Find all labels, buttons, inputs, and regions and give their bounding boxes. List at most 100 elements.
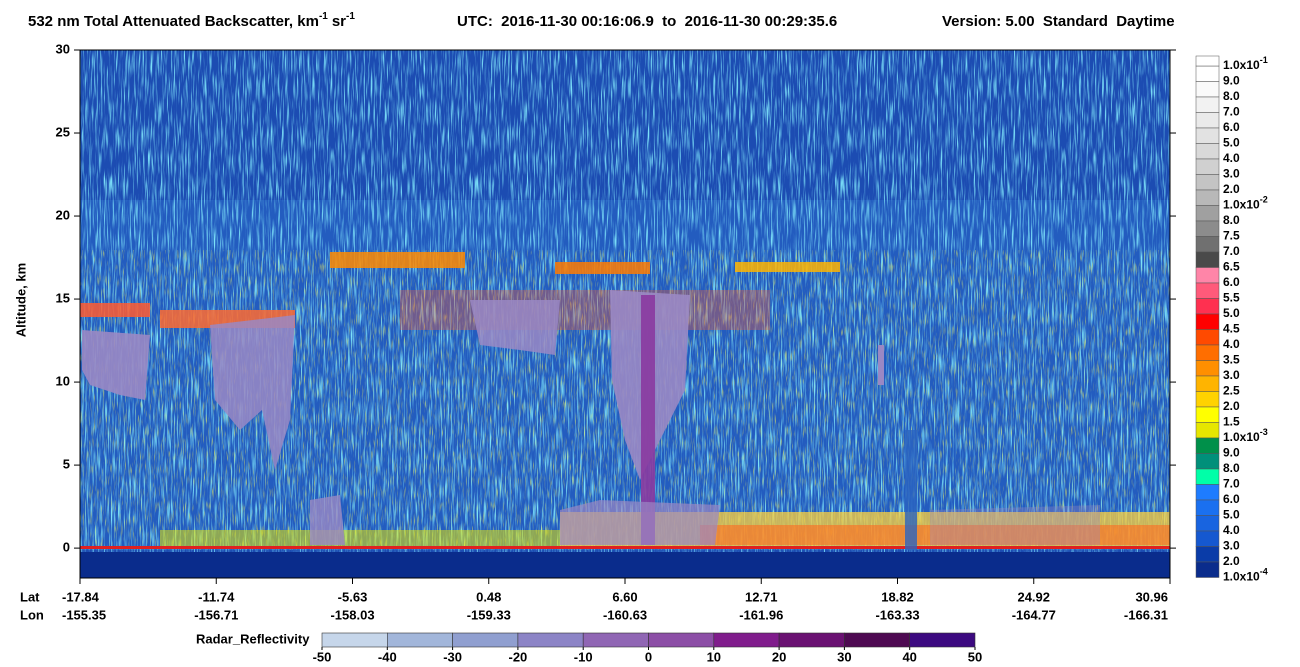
lat-tick-label: 24.92 [1017,589,1050,604]
lat-tick-label: 6.60 [612,589,637,604]
colorbar-swatch [1195,174,1220,191]
radar-swatch [321,632,388,648]
radar-tick-label: -50 [313,649,332,664]
colorbar-label: 4.0 [1223,337,1240,351]
lat-tick-label: 0.48 [476,589,501,604]
colorbar-label: 8.0 [1223,461,1240,475]
radar-swatch [452,632,519,648]
colorbar-label: 4.0 [1223,523,1240,537]
colorbar-swatch [1195,236,1220,253]
radar-swatch [582,632,649,648]
y-axis-label: Altitude, km [13,263,28,337]
colorbar-label-exponent: -3 [1260,427,1268,437]
lon-tick-label: -160.63 [603,607,647,622]
colorbar-swatch [1195,220,1220,237]
radar-tick-label: 30 [837,649,851,664]
colorbar-swatch [1195,360,1220,377]
colorbar-swatch [1195,298,1220,315]
lon-tick-label: -164.77 [1012,607,1056,622]
radar-tick-label: -20 [509,649,528,664]
colorbar-label: 1.0x10-4 [1223,567,1268,584]
colorbar-swatch [1195,437,1220,454]
radar-swatch [778,632,845,648]
y-tick-label: 5 [63,457,70,472]
lat-tick-label: -5.63 [338,589,368,604]
colorbar-label: 9.0 [1223,74,1240,88]
colorbar-swatch [1195,143,1220,160]
colorbar-label: 9.0 [1223,446,1240,460]
colorbar-label: 5.0 [1223,136,1240,150]
colorbar-swatch [1195,406,1220,423]
colorbar-label: 7.0 [1223,105,1240,119]
colorbar-label: 6.0 [1223,120,1240,134]
radar-swatch [844,632,911,648]
lat-tick-label: 12.71 [745,589,778,604]
colorbar-label: 3.5 [1223,353,1240,367]
colorbar-label: 8.0 [1223,213,1240,227]
colorbar-label: 3.0 [1223,539,1240,553]
radar-tick-label: 40 [902,649,916,664]
colorbar-swatch [1195,313,1220,330]
radar-swatch [648,632,715,648]
colorbar-label-base: 1.0x10 [1223,430,1260,444]
colorbar-swatch [1195,65,1220,82]
colorbar-swatch [1195,282,1220,299]
colorbar-swatch [1195,453,1220,470]
colorbar-label: 3.0 [1223,167,1240,181]
colorbar-label: 4.0 [1223,151,1240,165]
radar-tick-label: -10 [574,649,593,664]
colorbar-label: 2.0 [1223,399,1240,413]
chart-title: 532 nm Total Attenuated Backscatter, km-… [28,11,355,30]
title-unit: sr [332,13,346,30]
radar-tick-label: 20 [772,649,786,664]
colorbar-swatch [1195,515,1220,532]
lon-tick-label: -163.33 [875,607,919,622]
lon-tick-label: -155.35 [62,607,106,622]
lat-tick-label: 18.82 [881,589,914,604]
colorbar-label: 5.0 [1223,306,1240,320]
colorbar-swatch [1195,561,1220,578]
colorbar-label: 1.5 [1223,415,1240,429]
lat-tick-label: -11.74 [198,589,235,604]
lon-tick-label: -166.31 [1124,607,1168,622]
colorbar-label: 5.5 [1223,291,1240,305]
colorbar-label: 7.5 [1223,229,1240,243]
y-tick-label: 0 [63,540,70,555]
colorbar-swatch [1195,468,1220,485]
lat-label: Lat [20,589,40,604]
colorbar-swatch [1195,530,1220,547]
colorbar-label: 5.0 [1223,508,1240,522]
colorbar-swatch [1195,112,1220,129]
colorbar-label: 3.0 [1223,368,1240,382]
colorbar-label: 6.0 [1223,275,1240,289]
radar-label: Radar_Reflectivity [196,631,310,646]
colorbar-label: 4.5 [1223,322,1240,336]
colorbar-swatch [1195,484,1220,501]
radar-tick-label: -30 [443,649,462,664]
colorbar-swatch [1195,205,1220,222]
colorbar-label-base: 1.0x10 [1223,58,1260,72]
radar-swatch [909,632,976,648]
title-text: 532 nm Total Attenuated Backscatter, km [28,13,319,30]
colorbar-label-exponent: -2 [1260,195,1268,205]
y-tick-label: 25 [56,124,70,139]
colorbar-swatch [1195,329,1220,346]
lon-tick-label: -159.33 [467,607,511,622]
colorbar-swatch [1195,422,1220,439]
colorbar-label-exponent: -4 [1260,567,1268,577]
colorbar-label: 1.0x10-2 [1223,195,1268,212]
colorbar-swatch [1195,375,1220,392]
colorbar-swatch [1195,127,1220,144]
colorbar-label: 8.0 [1223,89,1240,103]
y-tick-label: 15 [56,290,70,305]
y-tick-label: 10 [56,374,70,389]
title-exponent: -1 [346,11,355,22]
colorbar-label: 6.0 [1223,492,1240,506]
colorbar-swatch [1195,499,1220,516]
colorbar-swatch [1195,546,1220,563]
title-exponent: -1 [319,11,328,22]
y-tick-label: 30 [56,41,70,56]
colorbar-swatch [1195,251,1220,268]
radar-tick-label: 0 [645,649,652,664]
colorbar-label-base: 1.0x10 [1223,198,1260,212]
